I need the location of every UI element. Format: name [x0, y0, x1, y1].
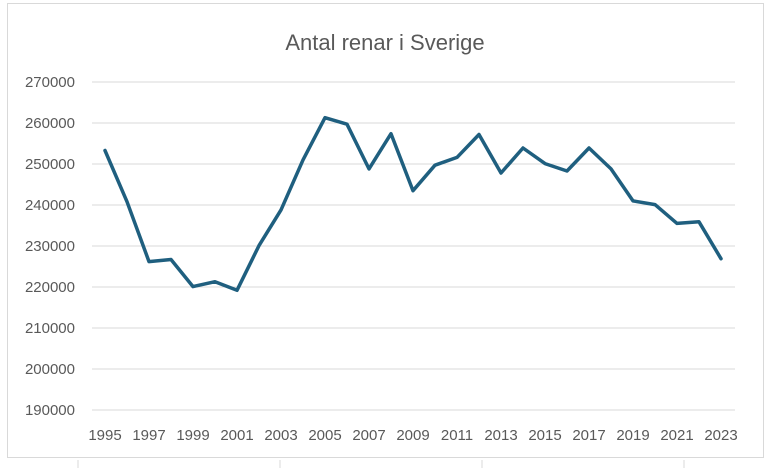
data-point-2017[interactable]	[586, 145, 592, 151]
y-tick-label: 200000	[25, 361, 75, 378]
data-point-2000[interactable]	[212, 279, 218, 285]
sheet-gridline-ticks	[77, 460, 685, 468]
data-point-2005[interactable]	[322, 115, 328, 121]
x-tick-label: 2023	[704, 427, 737, 444]
x-tick-label: 2017	[572, 427, 605, 444]
data-point-2010[interactable]	[432, 162, 438, 168]
y-tick-label: 210000	[25, 320, 75, 337]
data-point-2009[interactable]	[410, 188, 416, 194]
data-point-2023[interactable]	[718, 256, 724, 262]
data-point-2019[interactable]	[630, 198, 636, 204]
data-point-2004[interactable]	[300, 157, 306, 163]
x-tick-label: 2005	[308, 427, 341, 444]
x-tick-label: 2009	[396, 427, 429, 444]
data-point-2008[interactable]	[388, 131, 394, 137]
data-point-2016[interactable]	[564, 168, 570, 174]
y-tick-label: 250000	[25, 156, 75, 173]
data-point-2001[interactable]	[234, 287, 240, 293]
data-point-2013[interactable]	[498, 170, 504, 176]
series-line[interactable]	[103, 115, 723, 293]
y-tick-label: 190000	[25, 402, 75, 419]
data-point-2021[interactable]	[674, 220, 680, 226]
data-point-1995[interactable]	[102, 148, 108, 154]
x-tick-label: 2001	[220, 427, 253, 444]
x-tick-label: 2019	[616, 427, 649, 444]
y-tick-label: 260000	[25, 115, 75, 132]
data-point-2018[interactable]	[608, 166, 614, 172]
data-point-2006[interactable]	[344, 121, 350, 127]
x-tick-label: 1995	[88, 427, 121, 444]
chart-title: Antal renar i Sverige	[285, 30, 484, 55]
x-tick-label: 2003	[264, 427, 297, 444]
y-tick-label: 230000	[25, 238, 75, 255]
y-tick-label: 240000	[25, 197, 75, 214]
data-point-2002[interactable]	[256, 243, 262, 249]
data-point-2022[interactable]	[696, 219, 702, 225]
x-tick-label: 1997	[132, 427, 165, 444]
data-point-1997[interactable]	[146, 259, 152, 265]
data-point-2020[interactable]	[652, 202, 658, 208]
data-point-2014[interactable]	[520, 145, 526, 151]
y-tick-label: 220000	[25, 279, 75, 296]
data-point-2007[interactable]	[366, 166, 372, 172]
y-tick-label: 270000	[25, 74, 75, 91]
data-point-1996[interactable]	[124, 199, 130, 205]
x-tick-label: 2015	[528, 427, 561, 444]
data-point-1999[interactable]	[190, 284, 196, 290]
data-point-2015[interactable]	[542, 161, 548, 167]
gridlines	[92, 81, 735, 411]
y-axis-tick-labels: 190000 200000 210000 220000 230000 240000 2500…	[25, 74, 75, 419]
x-tick-label: 2021	[660, 427, 693, 444]
data-point-1998[interactable]	[168, 257, 174, 263]
x-axis-tick-labels: 1995 1997 1999 2001 2003 2005 2007 2009 2011 2013…	[88, 427, 737, 444]
data-point-2003[interactable]	[278, 207, 284, 213]
x-tick-label: 2013	[484, 427, 517, 444]
x-tick-label: 2007	[352, 427, 385, 444]
x-tick-label: 2011	[441, 427, 473, 444]
x-tick-label: 1999	[176, 427, 209, 444]
chart-frame[interactable]	[7, 3, 764, 458]
series-group	[102, 115, 724, 293]
data-point-2012[interactable]	[476, 132, 482, 138]
data-point-2011[interactable]	[454, 154, 460, 160]
